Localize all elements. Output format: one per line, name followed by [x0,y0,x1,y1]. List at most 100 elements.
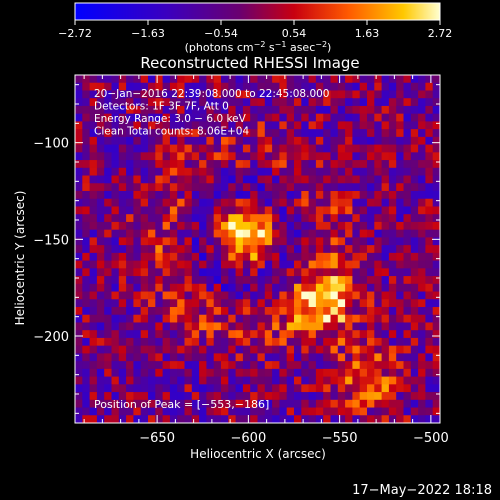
heatmap-cell [374,98,382,107]
heatmap-cell [396,392,404,401]
heatmap-cell [257,345,266,354]
heatmap-cell [264,214,273,223]
heatmap-cell [352,407,361,416]
heatmap-cell [221,167,229,176]
heatmap-cell [330,75,339,84]
heatmap-cell [126,82,134,91]
heatmap-cell [82,415,90,424]
heatmap-cell [82,252,90,261]
heatmap-cell [323,330,331,339]
heatmap-cell [155,384,163,393]
heatmap-cell [184,407,193,416]
heatmap-cell [279,167,288,176]
heatmap-cell [126,252,134,261]
heatmap-cell [301,307,309,316]
heatmap-cell [242,152,251,161]
heatmap-cell [96,136,105,145]
heatmap-cell [264,407,273,416]
heatmap-cell [301,206,309,215]
heatmap-cell [111,299,120,308]
heatmap-cell [199,245,207,254]
heatmap-cell [177,136,185,145]
heatmap-cell [257,214,266,223]
heatmap-cell [403,361,412,370]
heatmap-cell [286,384,295,393]
heatmap-cell [418,322,426,331]
heatmap-cell [228,214,236,223]
heatmap-cell [235,198,244,207]
heatmap-cell [221,407,229,416]
heatmap-cell [162,175,171,184]
heatmap-cell [308,384,317,393]
heatmap-cell [162,129,171,138]
heatmap-cell [432,214,441,223]
heatmap-cell [199,229,207,238]
heatmap-cell [381,98,390,107]
heatmap-cell [272,268,280,277]
heatmap-cell [148,105,156,115]
heatmap-cell [169,82,178,91]
heatmap-cell [410,291,419,300]
heatmap-cell [352,98,361,107]
heatmap-cell [126,175,134,184]
heatmap-cell [337,167,346,176]
heatmap-cell [184,167,193,176]
heatmap-cell [235,144,244,153]
heatmap-cell [177,314,185,323]
heatmap-cell [242,314,251,323]
heatmap-cell [388,260,397,269]
heatmap-cell [140,82,149,91]
heatmap-cell [279,337,288,347]
heatmap-cell [89,105,98,115]
heatmap-cell [279,415,288,424]
heatmap-cell [133,330,142,339]
heatmap-cell [323,299,331,308]
heatmap-cell [381,376,390,385]
heatmap-cell [89,353,98,362]
heatmap-cell [133,160,142,169]
heatmap-cell [257,90,266,99]
heatmap-cell [425,160,434,169]
heatmap-cell [418,276,426,285]
heatmap-cell [279,368,288,377]
heatmap-cell [118,307,127,316]
heatmap-cell [337,337,346,347]
heatmap-cell [191,191,200,200]
heatmap-cell [403,129,412,138]
heatmap-cell [315,384,324,393]
heatmap-cell [410,268,419,277]
heatmap-cell [96,361,105,370]
heatmap-cell [235,167,244,176]
heatmap-cell [140,314,149,323]
heatmap-cell [381,283,390,292]
heatmap-cell [308,245,317,254]
heatmap-cell [308,276,317,285]
heatmap-cell [75,206,83,215]
heatmap-cell [279,183,288,192]
heatmap-cell [96,415,105,424]
heatmap-cell [315,307,324,316]
heatmap-cell [315,167,324,176]
heatmap-cell [396,345,404,354]
heatmap-cell [155,260,163,269]
heatmap-cell [162,291,171,300]
heatmap-cell [162,198,171,207]
heatmap-cell [235,392,244,401]
heatmap-cell [191,330,200,339]
heatmap-cell [155,129,163,138]
heatmap-cell [308,399,317,408]
heatmap-cell [75,175,83,184]
heatmap-cell [374,144,382,153]
heatmap-cell [315,214,324,223]
heatmap-cell [330,353,339,362]
heatmap-cell [133,345,142,354]
heatmap-cell [191,368,200,377]
heatmap-cell [169,276,178,285]
heatmap-cell [82,245,90,254]
heatmap-cell [396,415,404,424]
heatmap-cell [294,90,302,99]
heatmap-cell [133,283,142,292]
heatmap-cell [250,392,258,401]
heatmap-cell [294,392,302,401]
heatmap-cell [359,260,368,269]
